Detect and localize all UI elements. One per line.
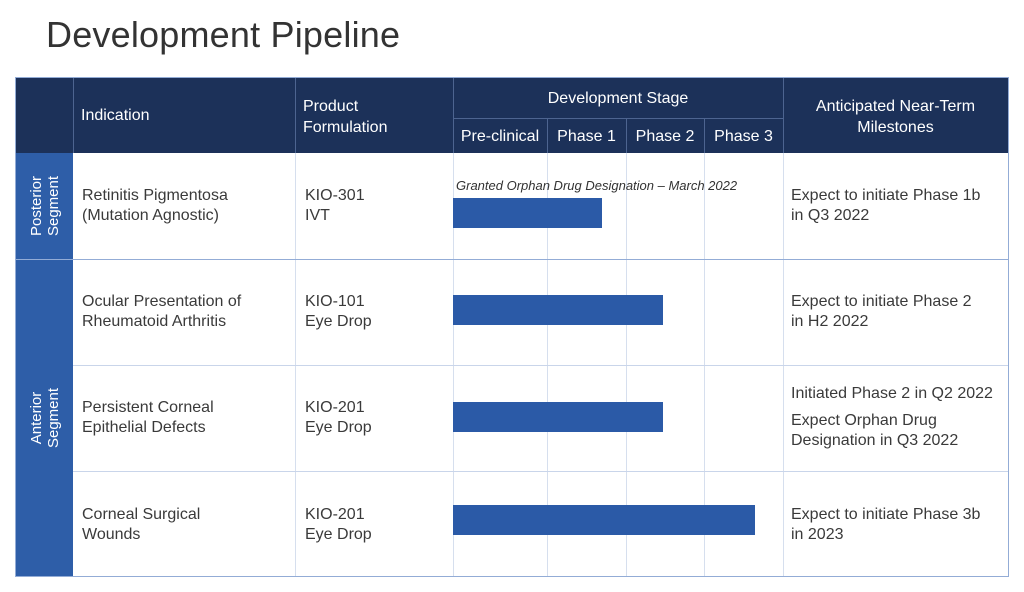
header-stage-preclinical: Pre-clinical — [460, 128, 540, 145]
header-divider — [73, 78, 74, 153]
header-divider — [626, 118, 627, 153]
segment-posterior-line1: Posterior — [27, 175, 45, 237]
indication-line1: Corneal Surgical — [82, 506, 201, 523]
row-product: KIO-201 Eye Drop — [305, 398, 372, 438]
header-product-line2: Formulation — [303, 119, 388, 136]
row-indication: Retinitis Pigmentosa (Mutation Agnostic) — [82, 186, 228, 226]
progress-bar — [453, 505, 755, 535]
segment-divider — [16, 259, 73, 260]
row-indication: Corneal Surgical Wounds — [82, 505, 200, 545]
column-divider — [626, 153, 627, 576]
header-stage-phase2: Phase 2 — [635, 128, 695, 145]
milestone-line1: Initiated Phase 2 in Q2 2022 — [791, 385, 993, 402]
column-divider — [453, 153, 454, 576]
segment-posterior: Posterior Segment — [16, 153, 73, 259]
segment-posterior-line2: Segment — [44, 175, 62, 237]
row-product: KIO-201 Eye Drop — [305, 505, 372, 545]
indication-line2: (Mutation Agnostic) — [82, 207, 219, 224]
milestone-line1: Expect to initiate Phase 2 — [791, 293, 972, 310]
header-stage-phase1: Phase 1 — [557, 128, 616, 145]
segment-anterior: Anterior Segment — [16, 260, 73, 576]
product-line2: Eye Drop — [305, 419, 372, 436]
header-divider — [453, 78, 454, 153]
product-line1: KIO-201 — [305, 399, 365, 416]
segment-posterior-label: Posterior Segment — [28, 176, 62, 236]
segment-anterior-line1: Anterior — [27, 391, 45, 445]
segment-anterior-line2: Segment — [44, 387, 62, 449]
row-milestone: Expect to initiate Phase 1b in Q3 2022 — [791, 186, 980, 226]
progress-bar — [453, 402, 663, 432]
product-line2: Eye Drop — [305, 526, 372, 543]
header-divider — [295, 78, 296, 153]
product-line1: KIO-101 — [305, 293, 365, 310]
row-divider — [16, 259, 1008, 260]
row-milestone: Initiated Phase 2 in Q2 2022 Expect Orph… — [791, 384, 993, 451]
column-divider — [295, 153, 296, 576]
row-indication: Persistent Corneal Epithelial Defects — [82, 398, 214, 438]
indication-line2: Wounds — [82, 526, 141, 543]
row-product: KIO-301 IVT — [305, 186, 365, 226]
milestone-line2: in Q3 2022 — [791, 207, 870, 224]
product-line1: KIO-201 — [305, 506, 365, 523]
header-stage-divider — [453, 118, 783, 119]
row-indication: Ocular Presentation of Rheumatoid Arthri… — [82, 292, 241, 332]
table-header: Indication Product Formulation Developme… — [16, 78, 1008, 153]
row-product: KIO-101 Eye Drop — [305, 292, 372, 332]
indication-line2: Rheumatoid Arthritis — [82, 313, 227, 330]
indication-line1: Retinitis Pigmentosa — [82, 187, 228, 204]
page-title: Development Pipeline — [46, 14, 401, 55]
milestone-line1: Expect to initiate Phase 3b — [791, 506, 981, 523]
header-divider — [547, 118, 548, 153]
row-divider — [73, 471, 1008, 472]
header-indication: Indication — [81, 107, 150, 124]
header-milestones-line1: Anticipated Near-Term — [815, 98, 976, 115]
header-divider — [704, 118, 705, 153]
segment-anterior-label: Anterior Segment — [28, 388, 62, 448]
pipeline-table: Indication Product Formulation Developme… — [15, 77, 1009, 577]
indication-line2: Epithelial Defects — [82, 419, 206, 436]
header-stage-phase3: Phase 3 — [714, 128, 773, 145]
milestone-line2: Expect Orphan Drug — [791, 412, 937, 429]
row-milestone: Expect to initiate Phase 2 in H2 2022 — [791, 292, 972, 332]
header-divider — [783, 78, 784, 153]
milestone-line3: Designation in Q3 2022 — [791, 432, 959, 449]
product-line1: KIO-301 — [305, 187, 365, 204]
milestone-line2: in H2 2022 — [791, 313, 869, 330]
indication-line1: Ocular Presentation of — [82, 293, 242, 310]
progress-bar — [453, 198, 602, 228]
orphan-designation-note: Granted Orphan Drug Designation – March … — [456, 178, 738, 193]
progress-bar — [453, 295, 663, 325]
header-milestones-line2: Milestones — [857, 119, 934, 136]
header-development-stage: Development Stage — [547, 90, 689, 107]
header-product-line1: Product — [303, 98, 359, 115]
product-line2: Eye Drop — [305, 313, 372, 330]
column-divider — [704, 153, 705, 576]
row-milestone: Expect to initiate Phase 3b in 2023 — [791, 505, 980, 545]
product-line2: IVT — [305, 207, 330, 224]
column-divider — [547, 153, 548, 576]
indication-line1: Persistent Corneal — [82, 399, 214, 416]
column-divider — [783, 153, 784, 576]
milestone-line1: Expect to initiate Phase 1b — [791, 187, 981, 204]
milestone-line2: in 2023 — [791, 526, 844, 543]
header-product: Product Formulation — [303, 96, 387, 138]
header-milestones: Anticipated Near-Term Milestones — [783, 96, 1008, 138]
row-divider — [73, 365, 1008, 366]
